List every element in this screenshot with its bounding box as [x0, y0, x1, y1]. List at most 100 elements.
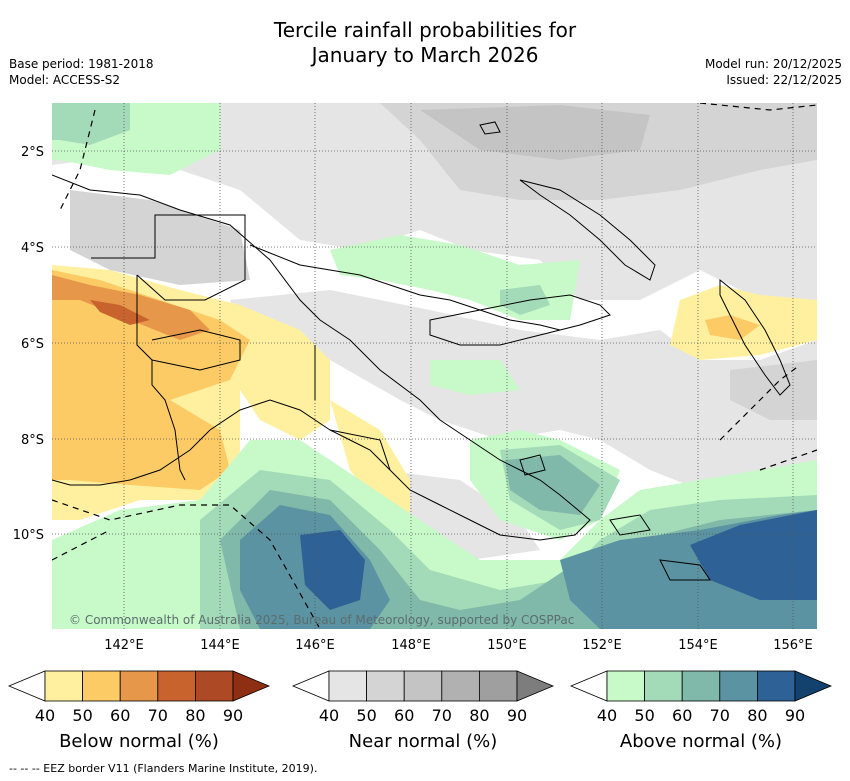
graticule — [52, 103, 817, 629]
title-line-1: Tercile rainfall probabilities for — [273, 18, 577, 42]
legend-2-tick-40: 40 — [319, 706, 339, 725]
bougainville — [719, 278, 791, 396]
near-normal-region-peak — [420, 105, 650, 160]
new-britain — [429, 294, 611, 346]
below-normal-60 — [52, 275, 210, 340]
legend-2-above-90 — [516, 670, 555, 702]
lon-label-146e: 146°E — [295, 638, 335, 653]
legend-3-segment-2 — [644, 670, 683, 702]
legend-2-tick-80: 80 — [469, 706, 489, 725]
legend-3-below-40 — [569, 670, 608, 702]
below-normal-70 — [90, 300, 150, 325]
lat-axis: 2°S 4°S 6°S 8°S 10°S — [13, 145, 44, 543]
legend-1-tick-40: 40 — [35, 706, 55, 725]
model-name: Model: ACCESS-S2 — [9, 73, 121, 87]
islands-se — [519, 454, 711, 581]
legend-3-segment-5 — [757, 670, 796, 702]
near-normal-region-east — [730, 360, 817, 420]
legend-3-tick-90: 90 — [785, 706, 805, 725]
pg-id-border — [136, 275, 186, 481]
below-normal-50-east — [705, 315, 760, 340]
legend-1-tick-70: 70 — [148, 706, 168, 725]
lat-label-4s: 4°S — [21, 241, 44, 256]
lon-label-148e: 148°E — [391, 638, 431, 653]
legend-2-segment-5 — [478, 670, 518, 702]
legend-3-segment-4 — [719, 670, 758, 702]
legend-3-tick-60: 60 — [672, 706, 692, 725]
lat-label-8s: 8°S — [21, 433, 44, 448]
legend-1-above-90 — [232, 670, 271, 702]
map-area — [52, 103, 817, 629]
lon-label-144e: 144°E — [200, 638, 240, 653]
near-normal-region-west — [70, 190, 250, 285]
lon-label-152e: 152°E — [582, 638, 622, 653]
legend-2-tick-70: 70 — [432, 706, 452, 725]
legend-1-segment-5 — [194, 670, 234, 702]
coastlines — [52, 121, 791, 581]
legend-1-segment-2 — [82, 670, 121, 702]
legend-2-segment-1 — [328, 670, 367, 702]
above-normal-80-east — [690, 510, 817, 600]
lat-label-2s: 2°S — [21, 145, 44, 160]
legend-2-segment-3 — [403, 670, 443, 702]
legend-1-title: Below normal (%) — [59, 731, 219, 752]
above-normal-80 — [300, 530, 365, 610]
legend-3-tick-80: 80 — [747, 706, 767, 725]
model-run: Model run: 20/12/2025 — [704, 57, 842, 71]
legend-1-below-40 — [7, 670, 46, 702]
legend-2: 40 50 60 70 80 90 Near normal (%) — [291, 670, 555, 752]
legend-1-segment-3 — [119, 670, 159, 702]
legend-2-segment-2 — [366, 670, 405, 702]
legend-3-above-90 — [794, 670, 833, 702]
base-period: Base period: 1981-2018 — [9, 57, 154, 71]
legend-1-tick-80: 80 — [185, 706, 205, 725]
lat-label-6s: 6°S — [21, 337, 44, 352]
title-line-2: January to March 2026 — [311, 43, 539, 67]
legend-1-tick-90: 90 — [223, 706, 243, 725]
issued-date: Issued: 22/12/2025 — [726, 73, 842, 87]
legend-3-segment-3 — [681, 670, 721, 702]
below-normal-40-mid — [330, 400, 410, 520]
borders — [91, 214, 391, 481]
meta-left: Base period: 1981-2018 Model: ACCESS-S2 — [9, 56, 154, 88]
near-normal-region-central — [230, 290, 817, 490]
legend-1-segment-1 — [44, 670, 83, 702]
legend-1-tick-60: 60 — [110, 706, 130, 725]
above-normal-60-east — [505, 455, 600, 515]
manus — [479, 121, 501, 135]
lat-label-10s: 10°S — [13, 528, 44, 543]
meta-right: Model run: 20/12/2025 Issued: 22/12/2025 — [705, 56, 842, 88]
legend-3-tick-50: 50 — [634, 706, 654, 725]
legend-1-tick-50: 50 — [72, 706, 92, 725]
lon-label-142e: 142°E — [104, 638, 144, 653]
legend-2-tick-50: 50 — [356, 706, 376, 725]
new-ireland — [519, 179, 656, 281]
copyright-notice: © Commonwealth of Australia 2025, Bureau… — [69, 613, 575, 627]
legend-1-segment-4 — [157, 670, 196, 702]
lon-axis: 142°E 144°E 146°E 148°E 150°E 152°E 154°… — [104, 638, 813, 653]
legend-3-title: Above normal (%) — [620, 731, 782, 752]
legend-3-segment-1 — [606, 670, 645, 702]
new-guinea-coast — [52, 174, 591, 541]
legend-3-tick-70: 70 — [710, 706, 730, 725]
province-borders — [91, 214, 391, 471]
eez-border — [52, 103, 817, 629]
eez-footnote: -- -- -- EEZ border V11 (Flanders Marine… — [9, 762, 318, 775]
legend-2-below-40 — [291, 670, 330, 702]
lon-label-150e: 150°E — [487, 638, 527, 653]
above-normal-50-north-central — [500, 285, 550, 315]
legend-3-tick-40: 40 — [597, 706, 617, 725]
legend-2-tick-60: 60 — [394, 706, 414, 725]
above-normal-40-central — [430, 360, 520, 395]
legend-2-title: Near normal (%) — [349, 731, 498, 752]
chart-title: Tercile rainfall probabilities for Janua… — [0, 18, 850, 68]
legend-2-tick-90: 90 — [507, 706, 527, 725]
legend-2-segment-4 — [441, 670, 480, 702]
north-coast — [249, 244, 561, 331]
lon-label-156e: 156°E — [773, 638, 813, 653]
lon-label-154e: 154°E — [678, 638, 718, 653]
